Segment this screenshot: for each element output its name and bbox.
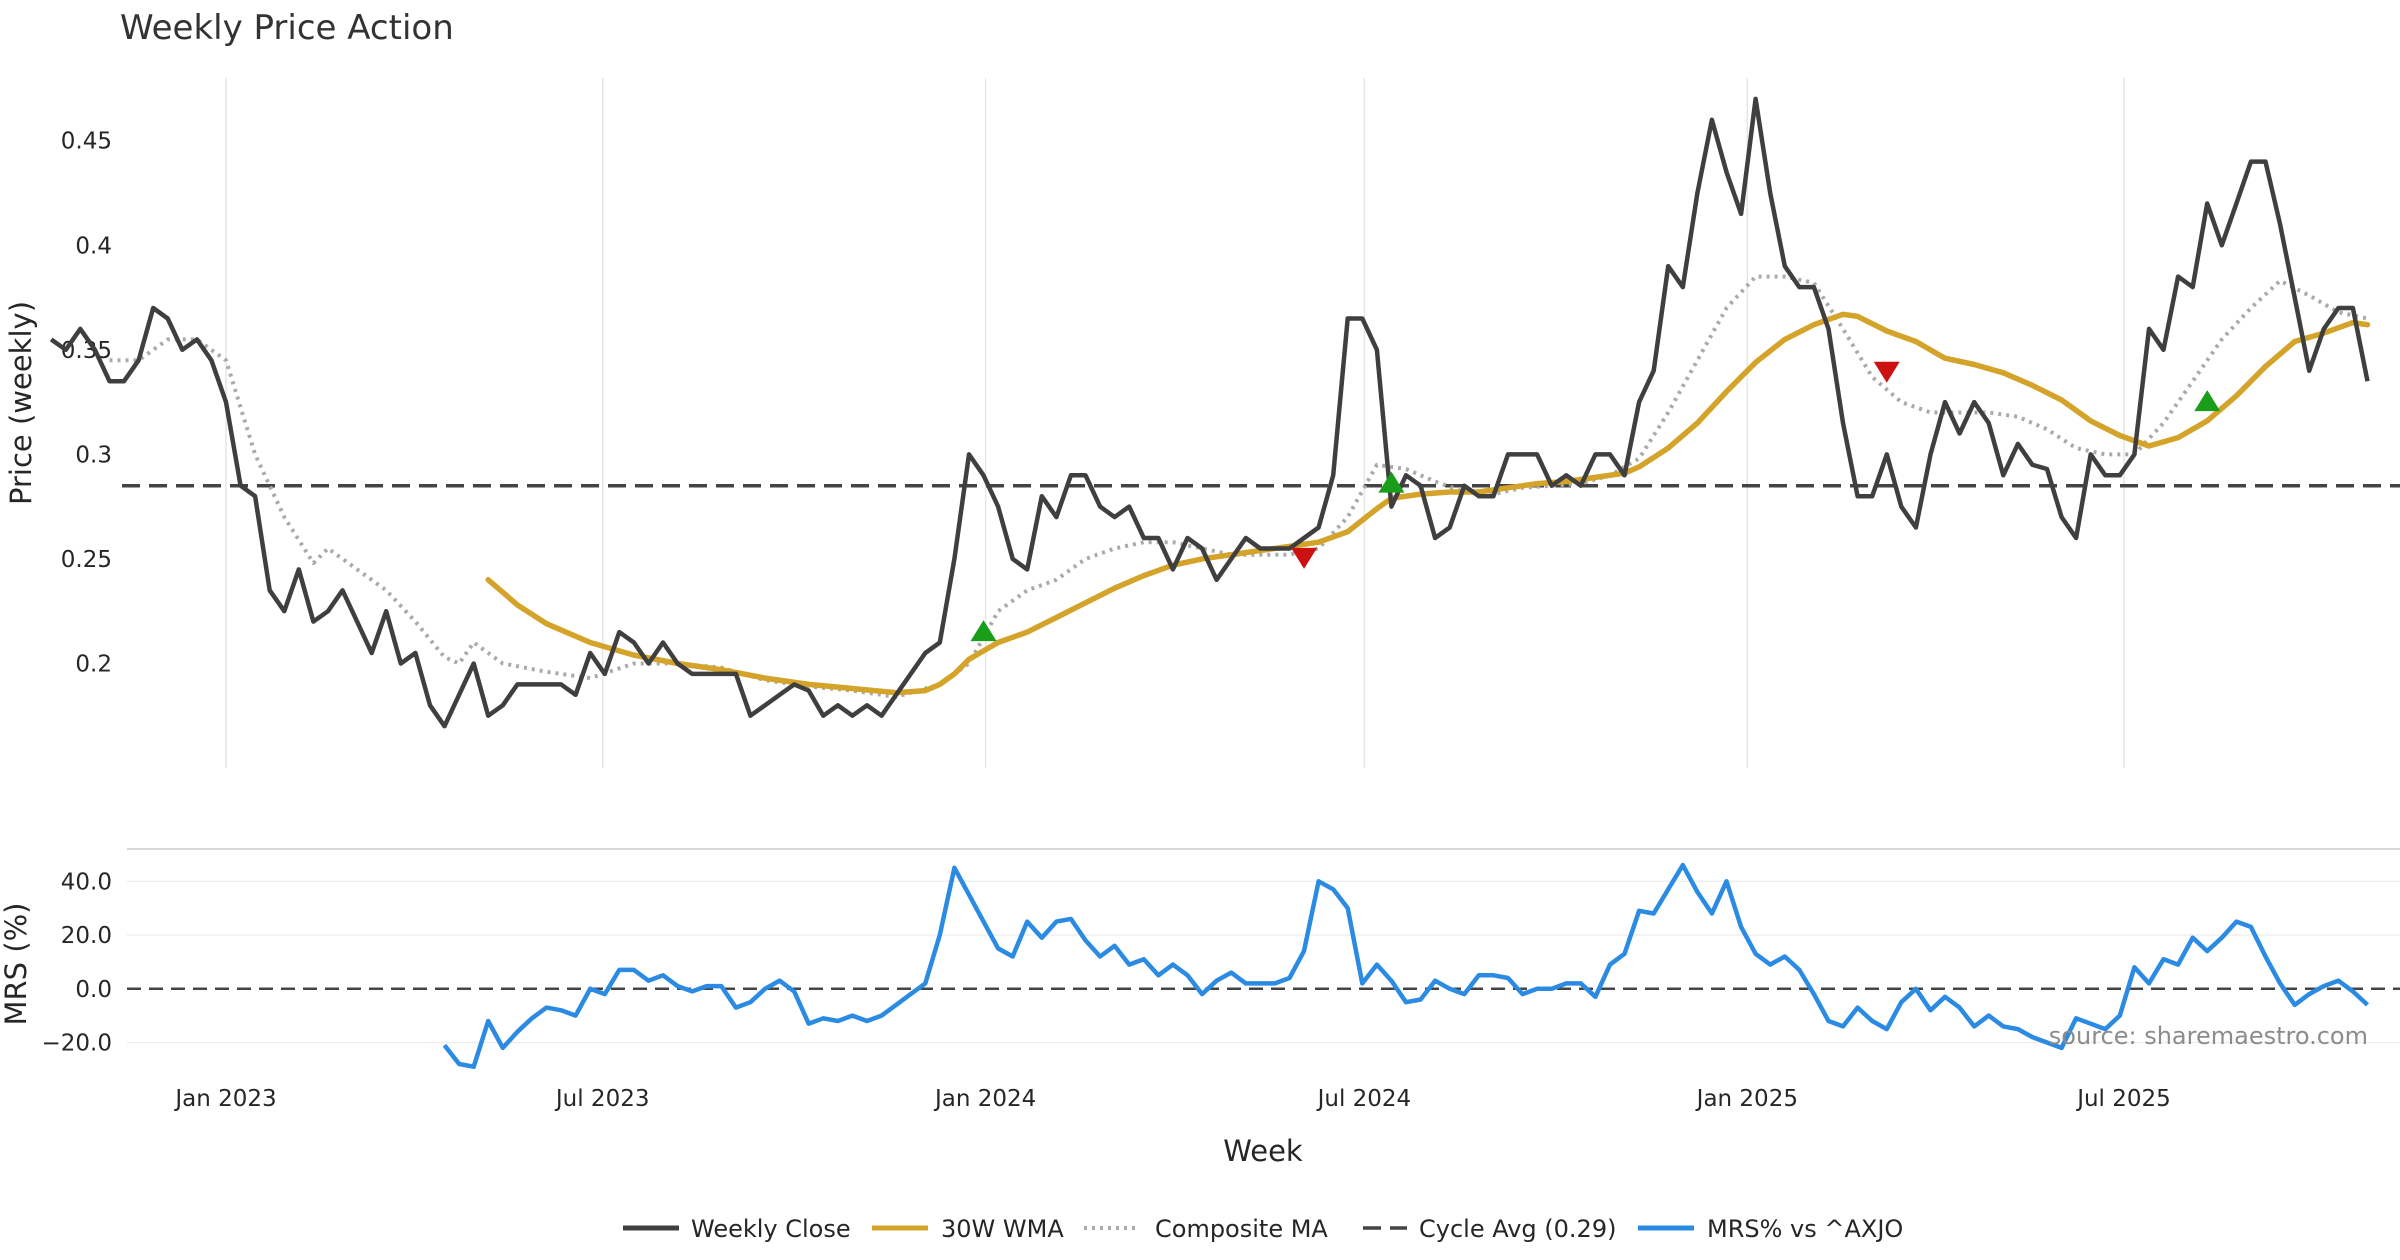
mrs-y-ticks: −20.0 0.0 20.0 40.0 <box>42 869 112 1056</box>
price-y-tick-label: 0.35 <box>61 338 112 364</box>
legend-label-30w-wma: 30W WMA <box>941 1215 1064 1243</box>
mrs-lines <box>127 862 2400 1069</box>
price-grid <box>225 78 2125 768</box>
signal-markers <box>970 361 2221 642</box>
legend-item-30w-wma: 30W WMA <box>872 1215 1064 1243</box>
mrs-y-axis-label: MRS (%) <box>0 903 33 1026</box>
legend-item-cycle-avg: Cycle Avg (0.29) <box>1363 1215 1616 1243</box>
x-tick-label: Jan 2025 <box>1695 1086 1798 1112</box>
buy-signal-marker <box>1378 471 1405 493</box>
composite-ma-line <box>109 274 2368 699</box>
legend-label-composite-ma: Composite MA <box>1155 1215 1328 1243</box>
mrs-y-tick-label: 0.0 <box>75 977 112 1003</box>
legend-label-weekly-close: Weekly Close <box>691 1215 851 1243</box>
mrs-y-tick-label: −20.0 <box>42 1031 112 1057</box>
x-tick-label: Jan 2023 <box>173 1086 276 1112</box>
mrs-grid <box>127 880 2400 1044</box>
x-tick-label: Jul 2023 <box>554 1086 650 1112</box>
mrs-y-tick-label: 20.0 <box>61 923 112 949</box>
legend-item-weekly-close: Weekly Close <box>623 1215 851 1243</box>
mrs-y-tick-label: 40.0 <box>61 869 112 895</box>
legend: Weekly Close 30W WMA Composite MA Cycle … <box>623 1215 1903 1243</box>
source-annotation: source: sharemaestro.com <box>2049 1022 2368 1050</box>
price-lines <box>49 96 2400 729</box>
price-y-tick-label: 0.2 <box>75 651 112 677</box>
buy-signal-marker <box>2194 390 2221 412</box>
x-axis-ticks: Jan 2023 Jul 2023 Jan 2024 Jul 2024 Jan 2025… <box>173 1086 2170 1112</box>
x-tick-label: Jul 2025 <box>2075 1086 2171 1112</box>
wma-30w-line <box>485 311 2371 696</box>
price-y-axis-label: Price (weekly) <box>4 301 38 505</box>
x-axis-label: Week <box>1223 1134 1303 1168</box>
x-tick-label: Jan 2024 <box>933 1086 1036 1112</box>
weekly-close-line <box>49 96 2370 729</box>
x-tick-label: Jul 2024 <box>1316 1086 1412 1112</box>
mrs-line <box>442 862 2370 1069</box>
price-y-ticks: 0.2 0.25 0.3 0.35 0.4 0.45 <box>61 129 112 678</box>
price-y-tick-label: 0.25 <box>61 547 112 573</box>
legend-item-mrs: MRS% vs ^AXJO <box>1638 1215 1903 1243</box>
buy-signal-marker <box>970 620 997 642</box>
price-y-tick-label: 0.45 <box>61 129 112 155</box>
price-y-tick-label: 0.3 <box>75 442 112 468</box>
sell-signal-marker <box>1291 547 1318 569</box>
legend-item-composite-ma: Composite MA <box>1084 1215 1328 1243</box>
sell-signal-marker <box>1873 361 1900 383</box>
price-y-tick-label: 0.4 <box>75 233 112 259</box>
chart-title: Weekly Price Action <box>120 8 454 48</box>
legend-label-cycle-avg: Cycle Avg (0.29) <box>1419 1215 1616 1243</box>
legend-label-mrs: MRS% vs ^AXJO <box>1707 1215 1903 1243</box>
